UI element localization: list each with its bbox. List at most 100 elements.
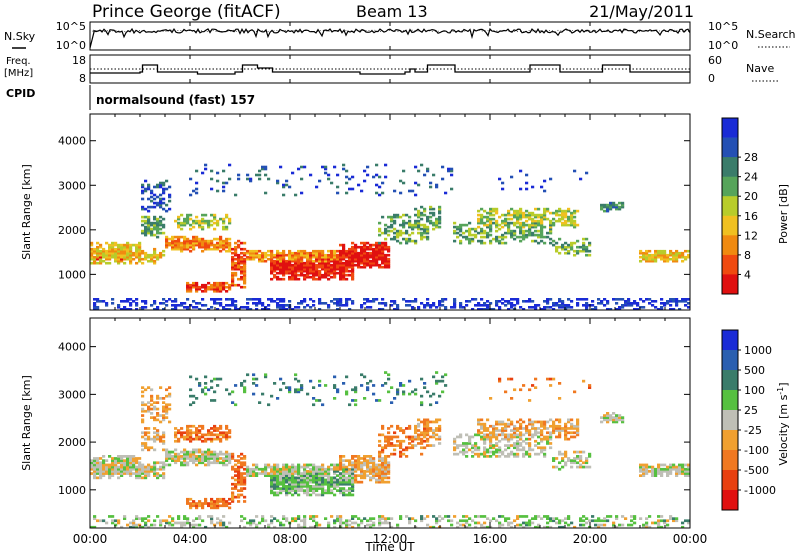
heatmap-cell	[153, 197, 157, 201]
heatmap-cell	[117, 257, 121, 261]
heatmap-cell	[369, 517, 373, 520]
heatmap-cell	[486, 455, 490, 458]
heatmap-cell	[669, 470, 673, 473]
heatmap-cell	[573, 461, 577, 465]
heatmap-cell	[345, 302, 349, 305]
heatmap-cell	[303, 523, 307, 527]
heatmap-cell	[648, 259, 652, 263]
heatmap-cell	[93, 261, 97, 265]
heatmap-cell	[135, 302, 139, 305]
heatmap-cell	[231, 493, 235, 497]
heatmap-cell	[546, 515, 550, 518]
heatmap-cell	[558, 251, 562, 255]
heatmap-cell	[198, 459, 202, 462]
heatmap-cell	[423, 446, 427, 450]
heatmap-cell	[642, 257, 646, 261]
heatmap-cell	[411, 437, 415, 441]
heatmap-cell	[414, 219, 418, 223]
heatmap-cell	[669, 467, 673, 471]
heatmap-cell	[465, 455, 469, 458]
heatmap-cell	[522, 521, 526, 525]
heatmap-cell	[273, 261, 277, 265]
heatmap-cell	[345, 251, 349, 255]
heatmap-cell	[504, 424, 508, 428]
heatmap-cell	[342, 463, 346, 467]
heatmap-cell	[330, 489, 334, 492]
heatmap-cell	[144, 179, 148, 183]
heatmap-cell	[375, 243, 379, 247]
heatmap-cell	[195, 285, 199, 289]
heatmap-cell	[507, 223, 511, 227]
heatmap-cell	[339, 523, 343, 527]
heatmap-cell	[297, 390, 301, 394]
heatmap-cell	[114, 519, 118, 523]
heatmap-cell	[369, 379, 373, 383]
heatmap-cell	[288, 480, 292, 484]
heatmap-cell	[363, 461, 367, 465]
nsearch-tick-bottom: 10^0	[708, 39, 738, 52]
heatmap-cell	[384, 519, 388, 523]
heatmap-cell	[336, 467, 340, 471]
heatmap-cell	[573, 457, 577, 460]
heatmap-cell	[459, 229, 463, 233]
heatmap-cell	[282, 193, 286, 197]
heatmap-cell	[312, 397, 316, 400]
heatmap-cell	[522, 515, 526, 518]
heatmap-cell	[255, 249, 259, 253]
heatmap-cell	[351, 300, 355, 303]
heatmap-cell	[117, 521, 121, 525]
heatmap-cell	[315, 271, 319, 275]
heatmap-cell	[231, 283, 235, 287]
heatmap-cell	[438, 424, 442, 428]
heatmap-cell	[393, 308, 397, 310]
heatmap-cell	[429, 394, 433, 398]
heatmap-cell	[318, 298, 322, 301]
heatmap-cell	[546, 439, 550, 443]
heatmap-cell	[375, 259, 379, 263]
heatmap-cell	[432, 211, 436, 215]
heatmap-cell	[540, 185, 544, 189]
heatmap-cell	[327, 263, 331, 267]
heatmap-cell	[672, 465, 676, 469]
heatmap-cell	[357, 183, 361, 187]
heatmap-cell	[528, 231, 532, 235]
heatmap-cell	[522, 300, 526, 303]
heatmap-cell	[588, 384, 592, 387]
heatmap-cell	[564, 306, 568, 309]
heatmap-cell	[177, 237, 181, 241]
heatmap-cell	[204, 167, 208, 171]
heatmap-cell	[189, 193, 193, 197]
heatmap-cell	[621, 306, 625, 309]
heatmap-cell	[252, 377, 256, 381]
heatmap-cell	[294, 491, 298, 495]
heatmap-cell	[354, 257, 358, 261]
heatmap-cell	[132, 253, 136, 257]
heatmap-cell	[480, 219, 484, 223]
heatmap-cell	[558, 213, 562, 217]
heatmap-cell	[201, 504, 205, 508]
heatmap-cell	[177, 459, 181, 462]
heatmap-cell	[162, 187, 166, 191]
heatmap-cell	[180, 223, 184, 227]
heatmap-cell	[273, 485, 277, 488]
heatmap-cell	[591, 300, 595, 303]
heatmap-cell	[300, 265, 304, 269]
heatmap-cell	[456, 235, 460, 239]
heatmap-cell	[270, 519, 274, 523]
heatmap-cell	[351, 275, 355, 279]
heatmap-cell	[570, 215, 574, 219]
heatmap-cell	[327, 472, 331, 475]
heatmap-cell	[381, 255, 385, 259]
heatmap-cell	[387, 470, 391, 473]
heatmap-cell	[612, 418, 616, 422]
heatmap-cell	[309, 259, 313, 263]
heatmap-cell	[216, 455, 220, 458]
heatmap-cell	[423, 435, 427, 439]
heatmap-cell	[276, 304, 280, 307]
heatmap-cell	[666, 255, 670, 259]
heatmap-cell	[309, 255, 313, 259]
heatmap-cell	[540, 433, 544, 437]
heatmap-cell	[156, 461, 160, 465]
heatmap-cell	[519, 306, 523, 309]
heatmap-cell	[483, 521, 487, 525]
